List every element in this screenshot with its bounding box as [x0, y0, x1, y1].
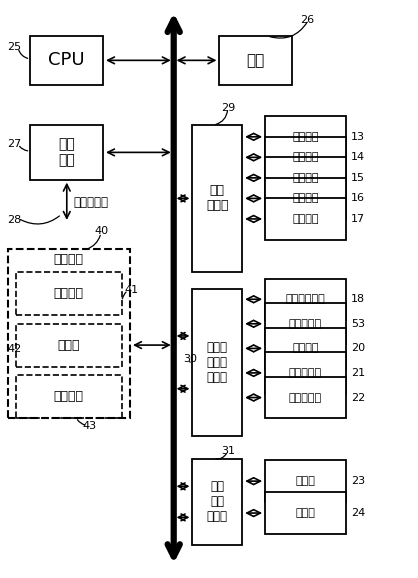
Text: 40: 40 — [95, 227, 109, 236]
Text: 18: 18 — [351, 294, 365, 304]
Text: 23: 23 — [351, 476, 365, 486]
Text: 到外部电脑: 到外部电脑 — [73, 196, 108, 209]
Bar — [219, 36, 292, 85]
Bar — [192, 125, 242, 272]
Bar — [265, 198, 346, 240]
Bar — [265, 328, 346, 369]
Text: 27: 27 — [8, 139, 22, 149]
Text: CPU: CPU — [48, 51, 85, 69]
Text: 麦克风: 麦克风 — [296, 508, 316, 518]
Text: 53: 53 — [351, 318, 365, 329]
Text: 碰撞传感器: 碰撞传感器 — [289, 392, 322, 402]
Bar — [265, 303, 346, 344]
Bar — [265, 492, 346, 533]
Text: 声音
输入
输出板: 声音 输入 输出板 — [207, 480, 228, 523]
Text: 右臂马达: 右臂马达 — [292, 132, 319, 142]
Bar — [265, 461, 346, 502]
Bar — [265, 177, 346, 219]
Text: 脸部检出: 脸部检出 — [54, 390, 84, 403]
Text: 21: 21 — [351, 368, 365, 378]
Text: 43: 43 — [82, 421, 97, 431]
Text: 腰部马达: 腰部马达 — [292, 194, 319, 203]
Bar — [16, 375, 122, 418]
Text: 41: 41 — [124, 285, 138, 295]
Text: 17: 17 — [351, 214, 365, 224]
Text: 20: 20 — [351, 343, 365, 353]
Text: 无线
网卡: 无线 网卡 — [59, 138, 75, 168]
Text: 超声波传感器: 超声波传感器 — [285, 294, 326, 304]
Bar — [265, 116, 346, 157]
Bar — [265, 352, 346, 394]
Text: 头部马达: 头部马达 — [292, 173, 319, 183]
Bar — [265, 136, 346, 178]
Text: 30: 30 — [183, 354, 197, 364]
Bar — [16, 324, 122, 366]
Bar — [192, 459, 242, 545]
Text: 29: 29 — [222, 103, 236, 113]
Bar — [265, 157, 346, 199]
Text: 马达
控制板: 马达 控制板 — [206, 184, 229, 212]
Text: 14: 14 — [351, 153, 365, 162]
Text: 28: 28 — [8, 215, 22, 225]
Bar — [16, 272, 122, 315]
Text: 车轮马达: 车轮马达 — [292, 214, 319, 224]
Text: 22: 22 — [351, 392, 365, 402]
Text: 图像处理: 图像处理 — [54, 253, 84, 265]
Text: 16: 16 — [351, 194, 365, 203]
Text: 肤色检出: 肤色检出 — [54, 287, 84, 300]
Text: 25: 25 — [8, 42, 22, 53]
Text: 广角照相机: 广角照相机 — [289, 318, 322, 329]
Text: 眼照相机: 眼照相机 — [292, 343, 319, 353]
Text: 42: 42 — [8, 344, 22, 354]
Text: 扬声器: 扬声器 — [296, 476, 316, 486]
Text: 左臂马达: 左臂马达 — [292, 153, 319, 162]
Bar — [31, 36, 103, 85]
Text: 31: 31 — [222, 446, 235, 456]
Bar — [31, 125, 103, 180]
Text: 帧差分: 帧差分 — [58, 339, 80, 351]
Text: 传感器
输入、
输出板: 传感器 输入、 输出板 — [207, 341, 228, 384]
Bar — [265, 279, 346, 320]
Text: 触摸传感器: 触摸传感器 — [289, 368, 322, 378]
Text: 内存: 内存 — [247, 53, 265, 68]
Text: 26: 26 — [301, 15, 314, 25]
Bar — [265, 377, 346, 418]
Bar — [8, 249, 130, 418]
Text: 24: 24 — [351, 508, 365, 518]
Text: 13: 13 — [351, 132, 365, 142]
Text: 15: 15 — [351, 173, 365, 183]
Bar — [192, 289, 242, 436]
